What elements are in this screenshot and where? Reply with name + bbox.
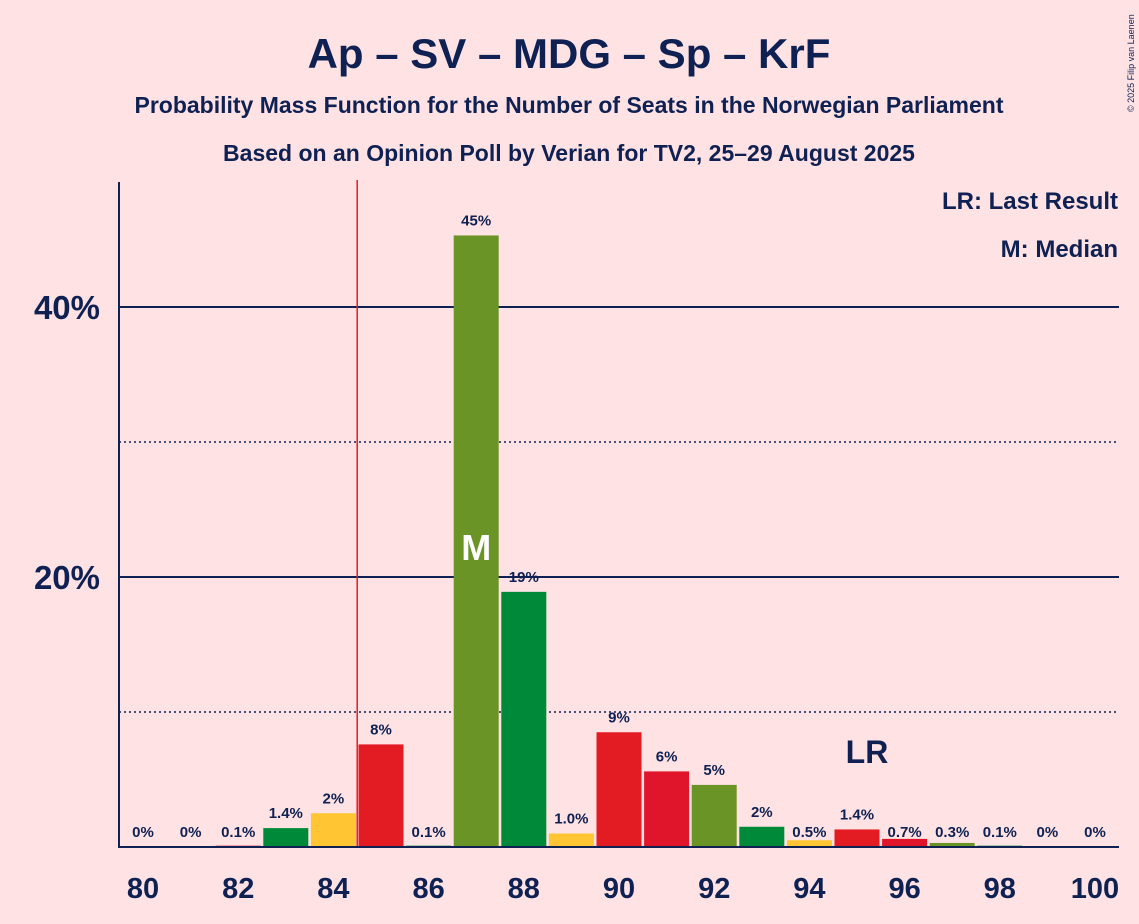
bar-seat-85: [358, 744, 404, 847]
last-result-marker: LR: [846, 734, 889, 770]
data-label-seat-82: 0.1%: [221, 824, 255, 841]
bar-seat-89: [548, 833, 594, 847]
x-tick-label-82: 82: [222, 873, 254, 905]
data-label-seat-83: 1.4%: [269, 805, 303, 822]
gridlines: [119, 180, 1119, 847]
bar-seat-84: [310, 813, 356, 847]
x-tick-label-84: 84: [317, 873, 349, 905]
chart-subtitle: Probability Mass Function for the Number…: [134, 92, 1003, 118]
data-label-seat-88: 19%: [509, 569, 539, 586]
x-tick-label-96: 96: [888, 873, 920, 905]
x-tick-label-80: 80: [127, 873, 159, 905]
x-tick-label-100: 100: [1071, 873, 1119, 905]
bar-seat-91: [644, 771, 690, 847]
data-label-seat-96: 0.7%: [887, 824, 921, 841]
x-tick-label-90: 90: [603, 873, 635, 905]
y-tick-label-20: 20%: [34, 559, 100, 596]
axes: 20% 40% 80 82 84 86 88 90 92 94 96 98 100: [34, 182, 1119, 905]
bar-seat-93: [739, 826, 785, 847]
data-label-seat-87: 45%: [461, 212, 491, 229]
y-tick-label-40: 40%: [34, 289, 100, 326]
bar-seat-97: [929, 842, 975, 847]
x-tick-label-98: 98: [984, 873, 1016, 905]
data-labels: 0% 0% 0.1% 1.4% 2% 8% 0.1% 45% 19% 1.0% 9% 6% 5% 2% 0.…: [132, 212, 1106, 841]
bar-seat-90: [596, 732, 642, 847]
data-label-seat-84: 2%: [323, 790, 345, 807]
legend-last-result: LR: Last Result: [942, 188, 1118, 215]
data-label-seat-92: 5%: [703, 762, 725, 779]
chart-subtitle-poll: Based on an Opinion Poll by Verian for T…: [223, 140, 915, 166]
bar-seat-94: [786, 840, 832, 847]
bar-seat-88: [501, 591, 547, 847]
data-label-seat-81: 0%: [180, 824, 202, 841]
x-tick-label-86: 86: [412, 873, 444, 905]
bar-seat-92: [691, 784, 737, 847]
data-label-seat-86: 0.1%: [411, 824, 445, 841]
chart-title: Ap – SV – MDG – Sp – KrF: [308, 30, 831, 77]
data-label-seat-100: 0%: [1084, 824, 1106, 841]
bar-seat-95: [834, 829, 880, 847]
data-label-seat-85: 8%: [370, 721, 392, 738]
bars: [215, 235, 1023, 847]
data-label-seat-99: 0%: [1037, 824, 1059, 841]
legend-median: M: Median: [1001, 236, 1118, 263]
x-tick-label-88: 88: [508, 873, 540, 905]
x-tick-label-92: 92: [698, 873, 730, 905]
data-label-seat-97: 0.3%: [935, 824, 969, 841]
data-label-seat-94: 0.5%: [792, 824, 826, 841]
data-label-seat-89: 1.0%: [554, 811, 588, 828]
data-label-seat-98: 0.1%: [983, 824, 1017, 841]
median-marker: M: [461, 527, 491, 568]
bar-seat-83: [263, 828, 309, 847]
data-label-seat-80: 0%: [132, 824, 154, 841]
x-tick-label-94: 94: [793, 873, 825, 905]
copyright-note: © 2025 Filip van Laenen: [1126, 14, 1136, 112]
data-label-seat-95: 1.4%: [840, 806, 874, 823]
bar-seat-96: [882, 838, 928, 847]
data-label-seat-90: 9%: [608, 709, 630, 726]
data-label-seat-91: 6%: [656, 748, 678, 765]
data-label-seat-93: 2%: [751, 804, 773, 821]
bar-seat-87: [453, 235, 499, 847]
